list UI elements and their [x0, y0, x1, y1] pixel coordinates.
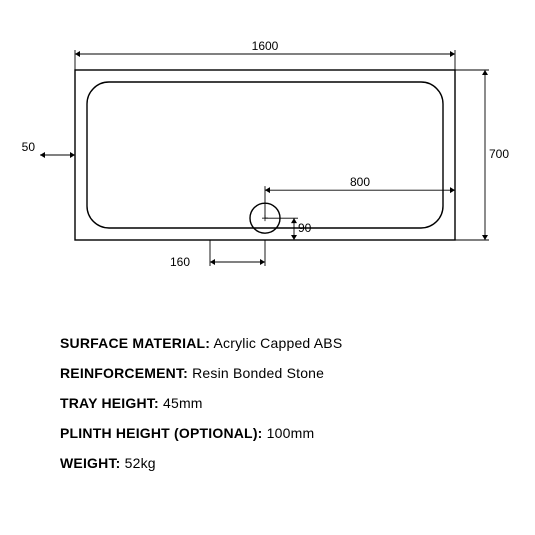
svg-text:1600: 1600 — [252, 40, 279, 53]
spec-row-tray-height: TRAY HEIGHT: 45mm — [60, 395, 480, 411]
spec-value: 45mm — [163, 395, 203, 411]
spec-row-weight: WEIGHT: 52kg — [60, 455, 480, 471]
svg-text:160: 160 — [170, 255, 190, 269]
spec-value: 100mm — [267, 425, 315, 441]
spec-label: TRAY HEIGHT: — [60, 395, 159, 411]
spec-list: SURFACE MATERIAL: Acrylic Capped ABS REI… — [60, 335, 480, 485]
diagram-svg: 1600 700 50 800 90 160 — [20, 40, 515, 300]
spec-value: Resin Bonded Stone — [192, 365, 324, 381]
svg-text:50: 50 — [22, 140, 36, 154]
spec-label: REINFORCEMENT: — [60, 365, 188, 381]
spec-label: PLINTH HEIGHT (OPTIONAL): — [60, 425, 263, 441]
page-container: 1600 700 50 800 90 160 SURFACE MATERIAL: Acry… — [0, 0, 535, 535]
spec-row-plinth-height: PLINTH HEIGHT (OPTIONAL): 100mm — [60, 425, 480, 441]
svg-text:90: 90 — [298, 221, 312, 235]
svg-text:700: 700 — [489, 147, 509, 161]
technical-diagram: 1600 700 50 800 90 160 — [20, 40, 515, 300]
spec-row-surface-material: SURFACE MATERIAL: Acrylic Capped ABS — [60, 335, 480, 351]
spec-row-reinforcement: REINFORCEMENT: Resin Bonded Stone — [60, 365, 480, 381]
spec-value: 52kg — [125, 455, 156, 471]
spec-value: Acrylic Capped ABS — [213, 335, 342, 351]
svg-text:800: 800 — [350, 175, 370, 189]
spec-label: SURFACE MATERIAL: — [60, 335, 210, 351]
spec-label: WEIGHT: — [60, 455, 121, 471]
